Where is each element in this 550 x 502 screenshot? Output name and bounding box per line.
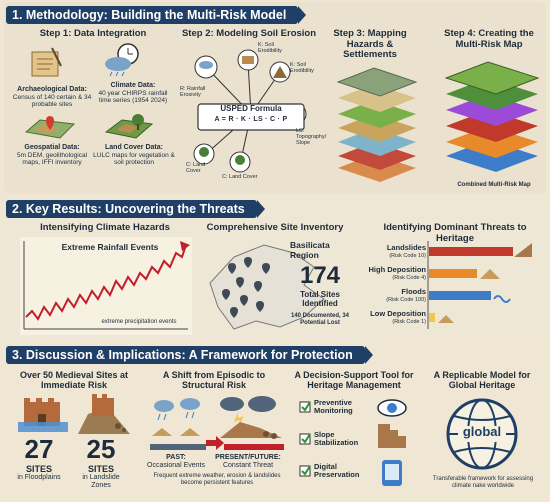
multi-risk-map-caption: Combined Multi-Risk Map: [457, 182, 531, 188]
usped-formula: A = R · K · LS · C · P: [214, 116, 288, 123]
threat-floods: Floods: [401, 287, 426, 296]
step2-title: Step 2: Modeling Soil Erosion: [181, 28, 317, 39]
k-factor-label-2: K: Soil Erodibility: [290, 62, 314, 75]
threat-low-deposition-code: (Risk Code 1): [392, 319, 426, 325]
floodplain-sites-label: SITES: [25, 464, 52, 474]
landslide-castle-icon: [78, 394, 130, 434]
r-factor-label: R: Rainfall Erosivity: [180, 86, 206, 99]
threat-landslides: Landslides: [386, 243, 426, 252]
climate-data-text: 40 year CHIRPS rainfall time series (195…: [98, 90, 168, 105]
threat-landslides-code: (Risk Code 10): [389, 253, 426, 259]
global-title: A Replicable Model for Global Heritage: [433, 370, 531, 391]
flooded-castle-icon: [18, 398, 68, 432]
total-sites-label: Total Sites Identified: [300, 290, 340, 308]
floodplain-label: in Floodplains: [17, 474, 61, 481]
region-label: Basilicata Region: [290, 240, 330, 260]
episodic-to-structural-graphic: [150, 396, 284, 450]
step1-title: Step 1: Data Integration: [39, 28, 147, 39]
medieval-title: Over 50 Medieval Sites at Immediate Risk: [19, 370, 129, 391]
global-caption: Transferable framework for assessing cli…: [432, 476, 534, 489]
terrain-map-icon: [24, 116, 76, 139]
results-banner: 2. Key Results: Uncovering the Threats: [6, 200, 265, 218]
methodology-banner: 1. Methodology: Building the Multi-Risk …: [6, 6, 307, 24]
k-factor-label-1: K: Soil Erodibility: [258, 42, 282, 55]
floodplain-count: 27: [24, 434, 54, 464]
geo-data-title: Geospatial Data:: [24, 144, 80, 151]
tool-item-stabilization: Slope Stabilization: [314, 430, 359, 448]
usped-factor-diagram: [193, 49, 307, 173]
tool-checklist-graphic: [299, 399, 407, 486]
step4-title: Step 4: Creating the Multi-Risk Map: [444, 28, 534, 50]
threat-floods-code: (Risk Code 100): [386, 297, 426, 303]
shift-title: A Shift from Episodic to Structural Risk: [162, 370, 266, 391]
tool-title: A Decision-Support Tool for Heritage Man…: [294, 370, 414, 391]
hazard-layer-stack: [336, 67, 418, 182]
landslide-sites-label: SITES: [87, 464, 114, 474]
shift-caption: Frequent extreme weather, erosion & land…: [153, 473, 281, 486]
present-text: Constant Threat: [222, 462, 274, 469]
landslide-count: 25: [86, 434, 116, 464]
inventory-title: Comprehensive Site Inventory: [206, 222, 344, 233]
basilicata-region-map: [209, 244, 325, 330]
past-label: PAST:: [166, 454, 186, 461]
cloud-clock-icon: [105, 43, 139, 77]
arch-data-text: Census of 140 certain & 34 probable site…: [12, 94, 92, 109]
rainfall-trend-graphic: [20, 237, 192, 335]
step3-title: Step 3: Mapping Hazards & Settlements: [333, 28, 407, 61]
methodology-section: 1. Methodology: Building the Multi-Risk …: [4, 2, 546, 194]
c-factor-label-1: C: Land Cover: [186, 162, 206, 175]
multi-risk-map-stack: [444, 61, 540, 172]
threats-title: Identifying Dominant Threats to Heritage: [383, 222, 527, 244]
threat-low-deposition: Low Deposition: [370, 309, 426, 318]
tool-item-preservation: Digital Preservation: [314, 462, 360, 480]
scroll-icon: [31, 47, 62, 77]
past-text: Occasional Events: [147, 462, 205, 469]
present-label: PRESENT/FUTURE:: [215, 454, 281, 461]
globe-word: global: [462, 424, 502, 439]
rainfall-chart-title: Extreme Rainfall Events: [61, 242, 159, 252]
landslide-label: in Landslide Zones: [82, 474, 120, 489]
arch-data-title: Archaeological Data:: [17, 86, 87, 93]
threat-bars: [427, 241, 532, 329]
sites-breakdown: 140 Documented, 34 Potential Lost: [290, 313, 350, 326]
results-section: 2. Key Results: Uncovering the Threats I…: [4, 197, 546, 339]
ls-factor-label: LS: Topography/ Slope: [296, 128, 327, 147]
usped-formula-title: USPED Formula: [220, 104, 282, 113]
rainfall-chart-caption: extreme precipitation events: [101, 319, 177, 325]
globe-icon: [446, 398, 518, 470]
threat-high-deposition-code: (Risk Code 4): [392, 275, 426, 281]
climate-data-title: Climate Data:: [110, 82, 156, 89]
tool-item-monitoring: Preventive Monitoring: [314, 398, 353, 416]
geo-data-text: 5m DEM, geolithological maps, IFFI inven…: [16, 152, 88, 167]
total-sites-number: 174: [299, 262, 341, 289]
threat-high-deposition: High Deposition: [368, 265, 427, 274]
discussion-section: 3. Discussion & Implications: A Framewor…: [4, 342, 546, 500]
land-cover-icon: [104, 114, 154, 139]
land-data-title: Land Cover Data:: [105, 144, 163, 151]
climate-hazards-title: Intensifying Climate Hazards: [40, 222, 170, 233]
land-data-text: LULC maps for vegetation & soil protecti…: [93, 152, 175, 167]
c-factor-label-2: C: Land Cover: [222, 174, 258, 180]
discussion-banner: 3. Discussion & Implications: A Framewor…: [6, 346, 373, 364]
